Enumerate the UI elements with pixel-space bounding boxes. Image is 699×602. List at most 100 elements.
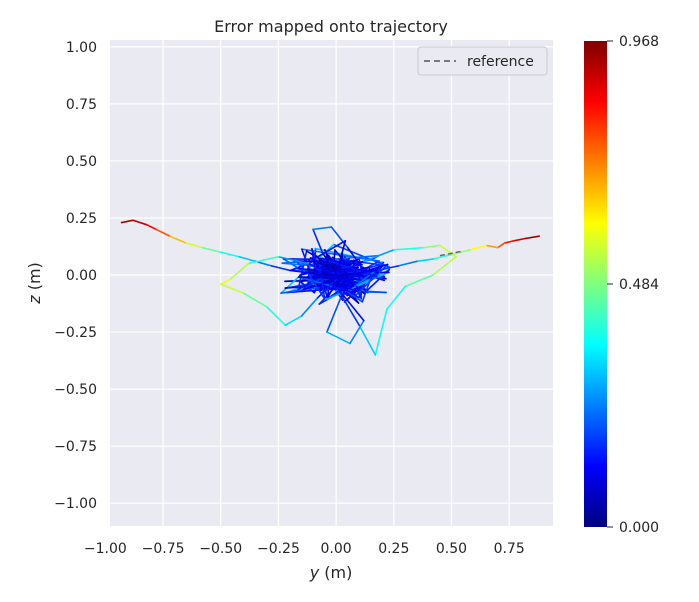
trajectory-segment: [358, 324, 377, 356]
colorbar-tick-label: 0.968: [619, 34, 659, 50]
trajectory-segment: [300, 297, 319, 317]
trajectory-segment: [307, 271, 326, 276]
trajectory-segment: [392, 246, 425, 251]
trajectory-segment: [326, 297, 342, 333]
trajectory-segment: [386, 285, 407, 311]
grid-lines: [104, 40, 553, 526]
trajectory-segment: [335, 285, 365, 322]
trajectory-segment: [319, 267, 326, 300]
colorbar-ticks: 0.968 0.484 0.000: [607, 34, 659, 536]
trajectory-segment: [219, 278, 231, 285]
trajectory-segment: [289, 269, 310, 274]
trajectory-segment: [376, 265, 400, 272]
legend-label-reference: reference: [467, 54, 534, 70]
trajectory-segment: [416, 258, 434, 263]
trajectory-segment: [316, 239, 347, 258]
trajectory-segment: [120, 219, 134, 224]
reference-dash: [439, 250, 464, 257]
trajectory-segment: [363, 249, 395, 263]
trajectory-segment: [307, 262, 337, 276]
legend-box: [417, 46, 548, 76]
trajectory-segment: [326, 331, 351, 345]
trajectory-segment: [450, 249, 471, 256]
trajectory-segment: [132, 219, 148, 226]
trajectory-segment: [354, 269, 378, 287]
trajectory-segment: [335, 239, 347, 276]
trajectory-segment: [432, 253, 453, 260]
y-tick-labels: 1.00 0.75 0.50 0.25 0.00 −0.25 −0.50 −0.75 −1.00: [54, 40, 97, 512]
trajectory-segment: [297, 250, 308, 291]
trajectory-lines: [120, 219, 540, 356]
reference-line: [439, 250, 464, 257]
y-tick-label: −1.00: [54, 496, 97, 512]
x-tick-label: −0.50: [199, 541, 242, 557]
y-tick-label: 0.50: [66, 154, 97, 170]
trajectory-segment: [266, 306, 287, 327]
trajectory-segment: [238, 255, 257, 263]
x-tick-label: 0.25: [378, 541, 409, 557]
trajectory-segment: [360, 266, 370, 270]
trajectory-segment: [247, 255, 280, 265]
y-tick-label: 0.75: [66, 97, 97, 113]
legend: reference: [417, 46, 548, 76]
trajectory-segment: [146, 224, 157, 231]
y-tick-label: −0.25: [54, 325, 97, 341]
trajectory-segment: [304, 268, 325, 274]
trajectory-segment: [336, 285, 358, 296]
trajectory-segment: [524, 235, 540, 240]
x-tick-label: −1.00: [84, 541, 127, 557]
x-tick-labels: −1.00 −0.75 −0.50 −0.25 0.00 0.25 0.50 0.75: [84, 541, 525, 557]
trajectory-segment: [432, 255, 457, 276]
trajectory-segment: [323, 265, 332, 274]
trajectory-segment: [185, 242, 204, 249]
trajectory-segment: [469, 244, 487, 251]
trajectory-segment: [219, 251, 241, 258]
y-tick-label: 1.00: [66, 40, 97, 56]
trajectory-segment: [201, 246, 222, 253]
trajectory-segment: [282, 258, 306, 274]
trajectory-segment: [485, 244, 499, 249]
trajectory-segment: [243, 292, 268, 308]
colorbar-tick-label: 0.484: [619, 277, 659, 293]
x-tick-label: 0.50: [436, 541, 467, 557]
trajectory-segment: [335, 285, 360, 327]
colorbar-gradient: [584, 41, 607, 527]
trajectory-segment: [312, 226, 333, 231]
trajectory-segment: [270, 265, 291, 272]
colorbar-tick-label: 0.000: [619, 520, 659, 536]
trajectory-segment: [358, 269, 379, 274]
x-axis-label: y (m): [309, 563, 353, 582]
trajectory-segment: [339, 262, 360, 299]
trajectory-segment: [316, 255, 337, 288]
trajectory-segment: [349, 319, 365, 345]
y-tick-label: 0.00: [66, 268, 97, 284]
trajectory-segment: [422, 244, 441, 249]
trajectory-segment: [321, 251, 337, 276]
trajectory-segment: [439, 244, 457, 258]
x-tick-label: 0.75: [494, 541, 525, 557]
colorbar: 0.968 0.484 0.000: [584, 34, 659, 536]
trajectory-segment: [326, 271, 390, 300]
trajectory-segment: [503, 239, 515, 244]
trajectory-segment: [312, 228, 324, 253]
x-tick-label: −0.75: [142, 541, 185, 557]
trajectory-segment: [342, 271, 360, 276]
trajectory-segment: [155, 228, 171, 238]
trajectory-segment: [312, 275, 339, 279]
trajectory-segment: [169, 235, 187, 244]
trajectory-segment: [336, 284, 356, 287]
trajectory-segment: [284, 315, 303, 327]
y-tick-label: −0.75: [54, 439, 97, 455]
trajectory-segment: [322, 258, 363, 266]
y-tick-label: −0.50: [54, 382, 97, 398]
y-axis-label: z (m): [25, 262, 44, 305]
trajectory-segment: [397, 260, 418, 267]
trajectory-segment: [297, 276, 332, 287]
y-tick-label: 0.25: [66, 211, 97, 227]
chart-title: Error mapped onto trajectory: [214, 17, 448, 36]
trajectory-segment: [301, 248, 380, 262]
trajectory-segment: [277, 255, 310, 265]
x-tick-label: 0.00: [321, 541, 352, 557]
trajectory-segment: [404, 274, 434, 288]
